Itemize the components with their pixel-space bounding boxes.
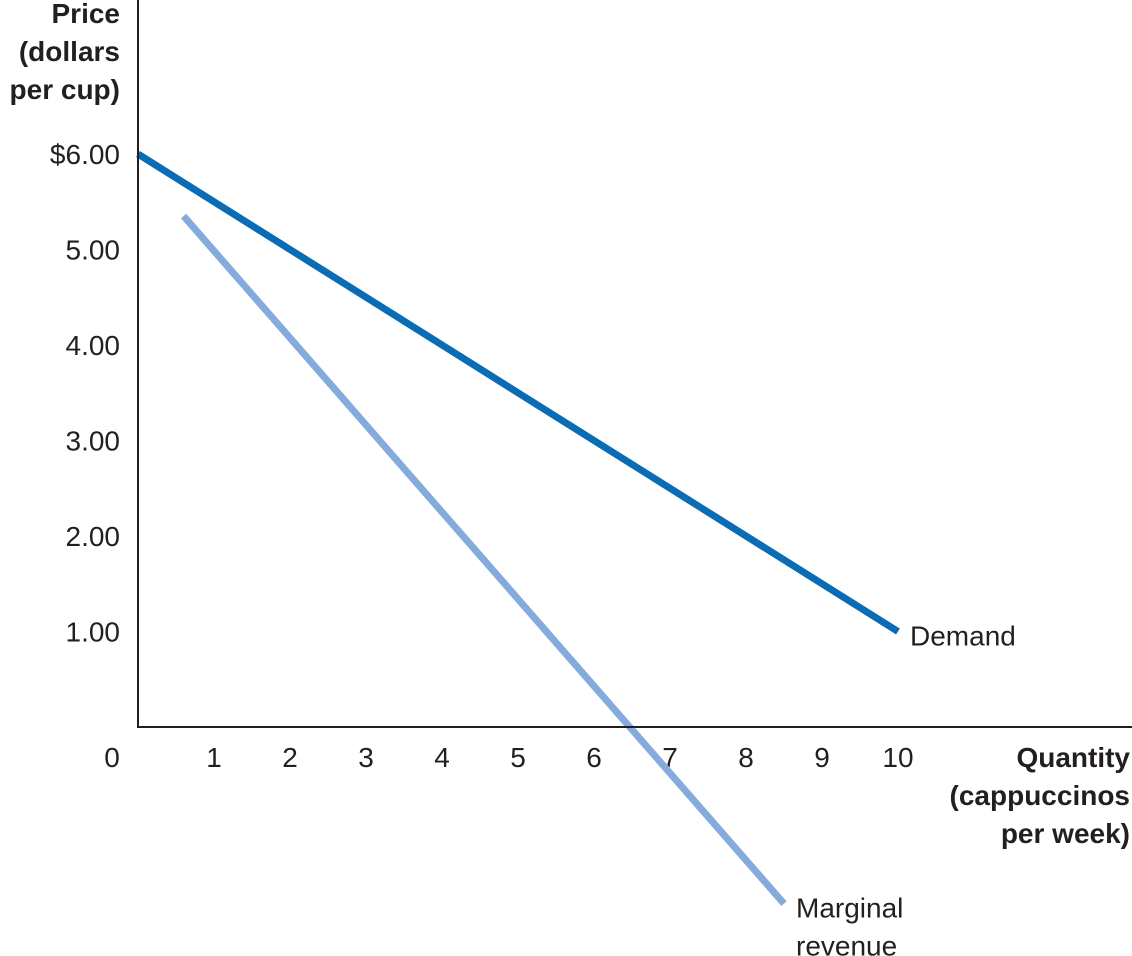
x-tick-label: 4 [434,742,450,773]
y-axis-title-line: per cup) [10,74,120,105]
y-axis-title-line: (dollars [19,36,120,67]
x-tick-label: 0 [104,742,120,773]
x-tick-label: 5 [510,742,526,773]
x-tick-label: 10 [882,742,913,773]
y-axis-title-line: Price [52,0,121,29]
y-tick-label: $6.00 [50,139,120,170]
x-tick-label: 6 [586,742,602,773]
series-label-marginal-revenue: Marginal [796,893,903,924]
y-tick-label: 3.00 [66,426,121,457]
x-axis-title: Quantity (cappuccinos per week) [950,742,1131,849]
series-label-demand: Demand [910,621,1016,652]
x-axis-title-line: Quantity [1016,742,1130,773]
x-axis-title-line: per week) [1001,818,1130,849]
x-axis-title-line: (cappuccinos [950,780,1130,811]
x-tick-label: 2 [282,742,298,773]
y-axis-title: Price (dollars per cup) [10,0,120,105]
y-tick-labels: $6.00 5.00 4.00 3.00 2.00 1.00 [50,139,120,648]
axes [137,0,1132,728]
y-tick-label: 1.00 [66,617,121,648]
series-lines [136,151,900,906]
x-tick-label: 9 [814,742,830,773]
series-line-demand [136,151,900,635]
series-line-marginal-revenue [180,213,787,906]
x-tick-label: 1 [206,742,222,773]
y-tick-label: 4.00 [66,330,121,361]
x-tick-label: 3 [358,742,374,773]
x-tick-labels: 0 1 2 3 4 5 6 7 8 9 10 [104,742,913,773]
series-labels: Demand Marginal revenue [796,621,1016,956]
y-tick-label: 5.00 [66,235,121,266]
x-tick-label: 8 [738,742,754,773]
y-tick-label: 2.00 [66,521,121,552]
series-label-marginal-revenue: revenue [796,931,897,956]
